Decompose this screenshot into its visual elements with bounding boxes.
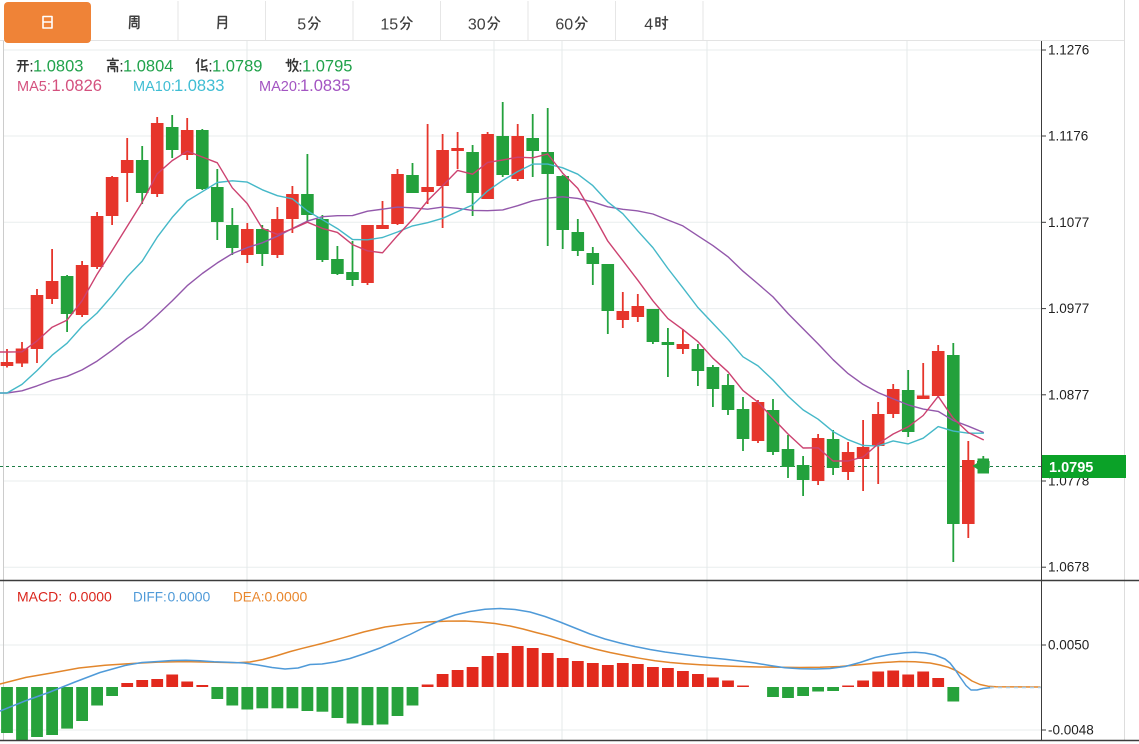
svg-text:1.0804: 1.0804	[123, 58, 173, 76]
svg-text:1.1077: 1.1077	[1048, 215, 1089, 230]
svg-text:1.0678: 1.0678	[1048, 560, 1089, 575]
svg-text:1.0877: 1.0877	[1048, 387, 1089, 402]
svg-text:15: 15	[380, 17, 398, 34]
svg-text::: :	[29, 59, 33, 76]
svg-text:DIFF:0.0000: DIFF:0.0000	[133, 589, 211, 605]
svg-text:DEA:0.0000: DEA:0.0000	[233, 589, 308, 605]
svg-text::: :	[208, 59, 212, 76]
svg-text:60: 60	[555, 17, 573, 34]
svg-text:MA20:1.0835: MA20:1.0835	[259, 77, 350, 95]
svg-text:1.0795: 1.0795	[1049, 460, 1093, 476]
svg-text:MA5:1.0826: MA5:1.0826	[17, 77, 102, 95]
svg-text:1.1276: 1.1276	[1048, 43, 1089, 58]
svg-text:0.0050: 0.0050	[1048, 638, 1089, 653]
svg-text::: :	[119, 59, 123, 76]
svg-text::: :	[298, 59, 302, 76]
svg-text:1.0803: 1.0803	[33, 58, 83, 76]
svg-text:1.1176: 1.1176	[1048, 129, 1088, 144]
svg-text:4: 4	[644, 17, 653, 34]
svg-text:MA10:1.0833: MA10:1.0833	[133, 77, 224, 95]
svg-text:1.0789: 1.0789	[212, 58, 262, 76]
svg-text:30: 30	[468, 17, 486, 34]
svg-text:5: 5	[297, 17, 306, 34]
svg-text:1.0977: 1.0977	[1048, 301, 1089, 316]
svg-text:1.0795: 1.0795	[302, 58, 352, 76]
svg-text:-0.0048: -0.0048	[1048, 723, 1094, 738]
